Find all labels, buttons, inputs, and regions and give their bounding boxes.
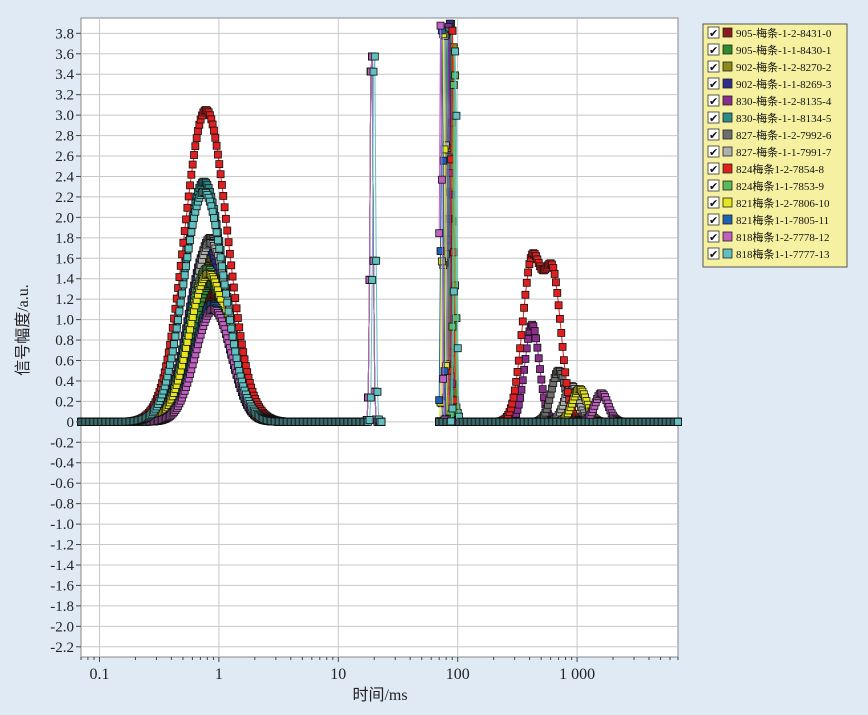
data-point <box>435 396 444 405</box>
data-point <box>552 278 560 287</box>
data-point <box>550 270 559 278</box>
data-point <box>182 215 190 224</box>
data-point <box>184 192 193 201</box>
data-point <box>186 181 194 190</box>
data-point <box>536 365 544 373</box>
data-point <box>231 294 240 303</box>
data-point <box>514 356 523 365</box>
data-point <box>230 283 238 292</box>
data-point <box>554 301 563 310</box>
data-point <box>227 261 236 270</box>
data-point <box>562 379 571 387</box>
data-point <box>436 247 445 255</box>
data-point <box>524 268 532 277</box>
data-point <box>509 393 518 402</box>
data-point <box>237 340 246 349</box>
data-point <box>532 334 540 343</box>
data-point <box>449 81 458 89</box>
data-point <box>448 26 457 35</box>
data-point <box>219 192 228 200</box>
data-point <box>522 344 531 353</box>
data-point <box>188 160 197 169</box>
data-point <box>517 385 526 394</box>
data-point <box>439 156 448 165</box>
data-point <box>520 303 529 312</box>
data-point <box>232 304 241 313</box>
data-point <box>220 203 229 212</box>
data-point <box>212 141 221 150</box>
data-point <box>452 314 461 323</box>
data-point <box>514 400 523 409</box>
data-point <box>516 393 525 402</box>
data-point <box>240 355 249 364</box>
data-point <box>236 332 245 341</box>
data-point <box>214 150 222 159</box>
data-point <box>216 170 225 179</box>
plot-area <box>80 17 679 658</box>
data-point <box>233 314 242 322</box>
data-point <box>210 126 218 135</box>
data-point <box>530 327 539 335</box>
data-point <box>211 133 220 142</box>
data-point <box>192 134 201 143</box>
data-point <box>235 323 244 332</box>
data-point <box>520 365 529 374</box>
data-point <box>440 367 449 376</box>
data-point <box>516 344 525 353</box>
data-point <box>223 226 232 235</box>
data-point <box>239 348 248 357</box>
data-point <box>557 329 566 337</box>
data-point <box>513 368 522 376</box>
data-point <box>222 214 230 223</box>
data-point <box>524 334 532 343</box>
data-point <box>556 314 564 323</box>
data-point <box>521 290 530 299</box>
data-point <box>448 322 457 331</box>
data-point <box>534 354 543 363</box>
data-point <box>172 294 181 303</box>
data-point <box>560 356 568 365</box>
data-point <box>517 331 526 339</box>
data-point <box>187 170 196 179</box>
data-point <box>537 375 546 384</box>
data-point <box>553 288 562 297</box>
data-point <box>518 317 527 326</box>
data-point <box>521 355 530 363</box>
data-point <box>558 342 567 351</box>
data-point <box>533 343 542 352</box>
data-point <box>224 238 233 247</box>
data-point <box>437 257 446 266</box>
data-point <box>538 385 547 394</box>
data-point <box>218 180 226 189</box>
data-point <box>563 388 572 397</box>
data-point <box>180 227 189 235</box>
data-point <box>183 203 192 212</box>
data-point <box>512 377 521 386</box>
data-point <box>522 278 531 287</box>
data-point <box>226 249 234 258</box>
data-point <box>215 160 224 168</box>
data-series-layer <box>77 19 682 426</box>
data-point <box>190 151 198 159</box>
data-point <box>518 376 527 385</box>
data-point <box>228 272 237 281</box>
data-point <box>191 142 200 151</box>
data-point <box>561 368 570 377</box>
data-point <box>510 386 519 395</box>
